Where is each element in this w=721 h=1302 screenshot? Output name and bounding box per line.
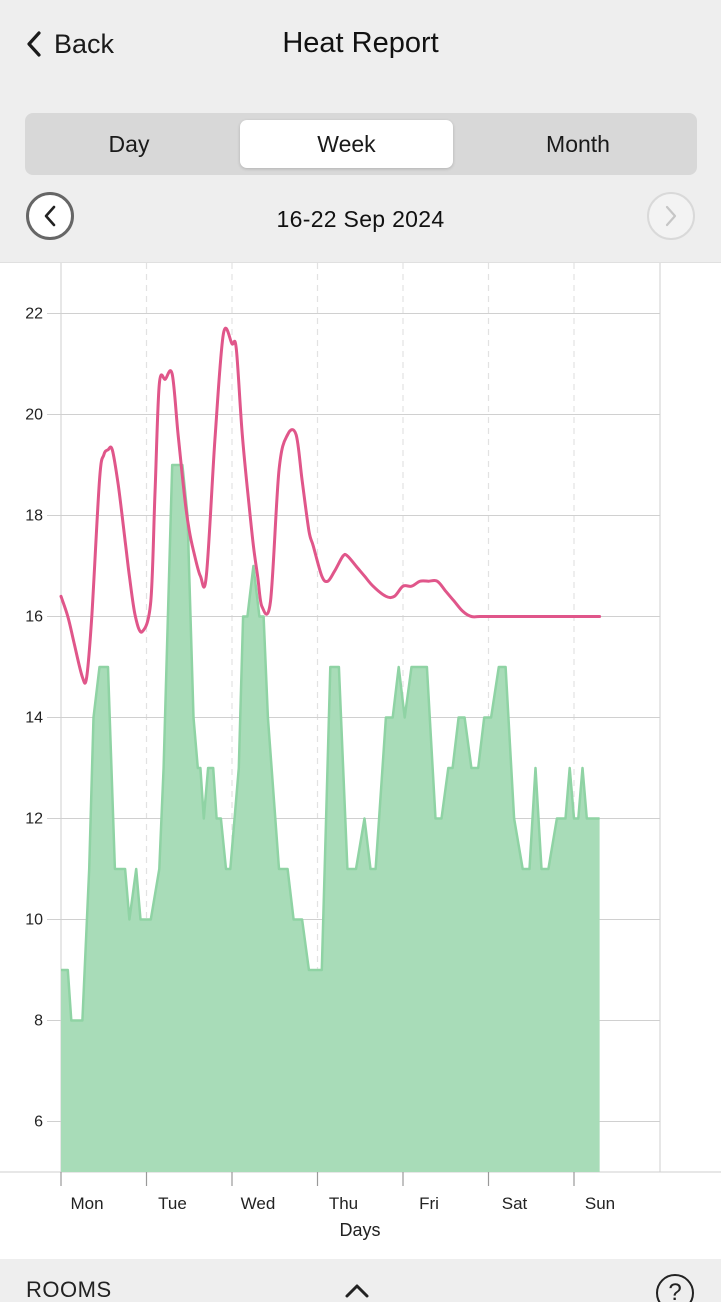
- chevron-up-icon[interactable]: [344, 1281, 370, 1299]
- heating-area: [61, 465, 600, 1172]
- heat-chart: 6 8 10 12 14 16 18 20 22 Mon Tue Wed Thu Fri Sat Sun Day…: [0, 262, 721, 1259]
- period-segmented-control: Day Week Month: [25, 113, 697, 175]
- segment-day[interactable]: Day: [108, 130, 150, 157]
- segment-week[interactable]: Week: [240, 120, 453, 168]
- heating-area-outline: [61, 463, 600, 1022]
- rooms-drawer-header: ROOMS ?: [0, 1259, 721, 1302]
- y-tick-label: 12: [25, 811, 43, 828]
- x-axis-label: Days: [339, 1220, 380, 1240]
- y-tick-label: 6: [34, 1114, 43, 1131]
- y-tick-label: 10: [25, 912, 43, 929]
- back-label: Back: [54, 28, 115, 59]
- date-range-label: 16-22 Sep 2024: [276, 206, 445, 232]
- x-tick-label: Fri: [419, 1194, 439, 1213]
- chevron-right-icon: [665, 205, 677, 227]
- heat-chart-svg: 6 8 10 12 14 16 18 20 22 Mon Tue Wed Thu Fri Sat Sun Day…: [0, 263, 721, 1240]
- help-button[interactable]: ?: [656, 1274, 694, 1302]
- segment-month[interactable]: Month: [546, 130, 610, 157]
- x-tick-label: Tue: [158, 1194, 187, 1213]
- y-tick-label: 16: [25, 609, 43, 626]
- y-tick-label: 20: [25, 407, 43, 424]
- temperature-line: [59, 326, 602, 685]
- x-tick-label: Sun: [585, 1194, 615, 1213]
- y-tick-label: 22: [25, 306, 43, 323]
- previous-period-button[interactable]: [26, 192, 74, 240]
- page-title: Heat Report: [282, 27, 439, 59]
- chevron-left-icon: [44, 205, 56, 227]
- y-tick-label: 18: [25, 508, 43, 525]
- y-tick-label: 14: [25, 710, 43, 727]
- chevron-left-icon: [27, 31, 41, 57]
- top-bar: Back Heat Report: [0, 0, 721, 92]
- x-tick-label: Thu: [329, 1194, 358, 1213]
- next-period-button[interactable]: [647, 192, 695, 240]
- y-tick-label: 8: [34, 1013, 43, 1030]
- back-button[interactable]: Back: [24, 26, 114, 62]
- rooms-label: ROOMS: [26, 1277, 112, 1302]
- x-tick-label: Sat: [502, 1194, 528, 1213]
- x-tick-label: Mon: [70, 1194, 103, 1213]
- date-navigator: 16-22 Sep 2024: [0, 190, 721, 242]
- x-tick-label: Wed: [241, 1194, 276, 1213]
